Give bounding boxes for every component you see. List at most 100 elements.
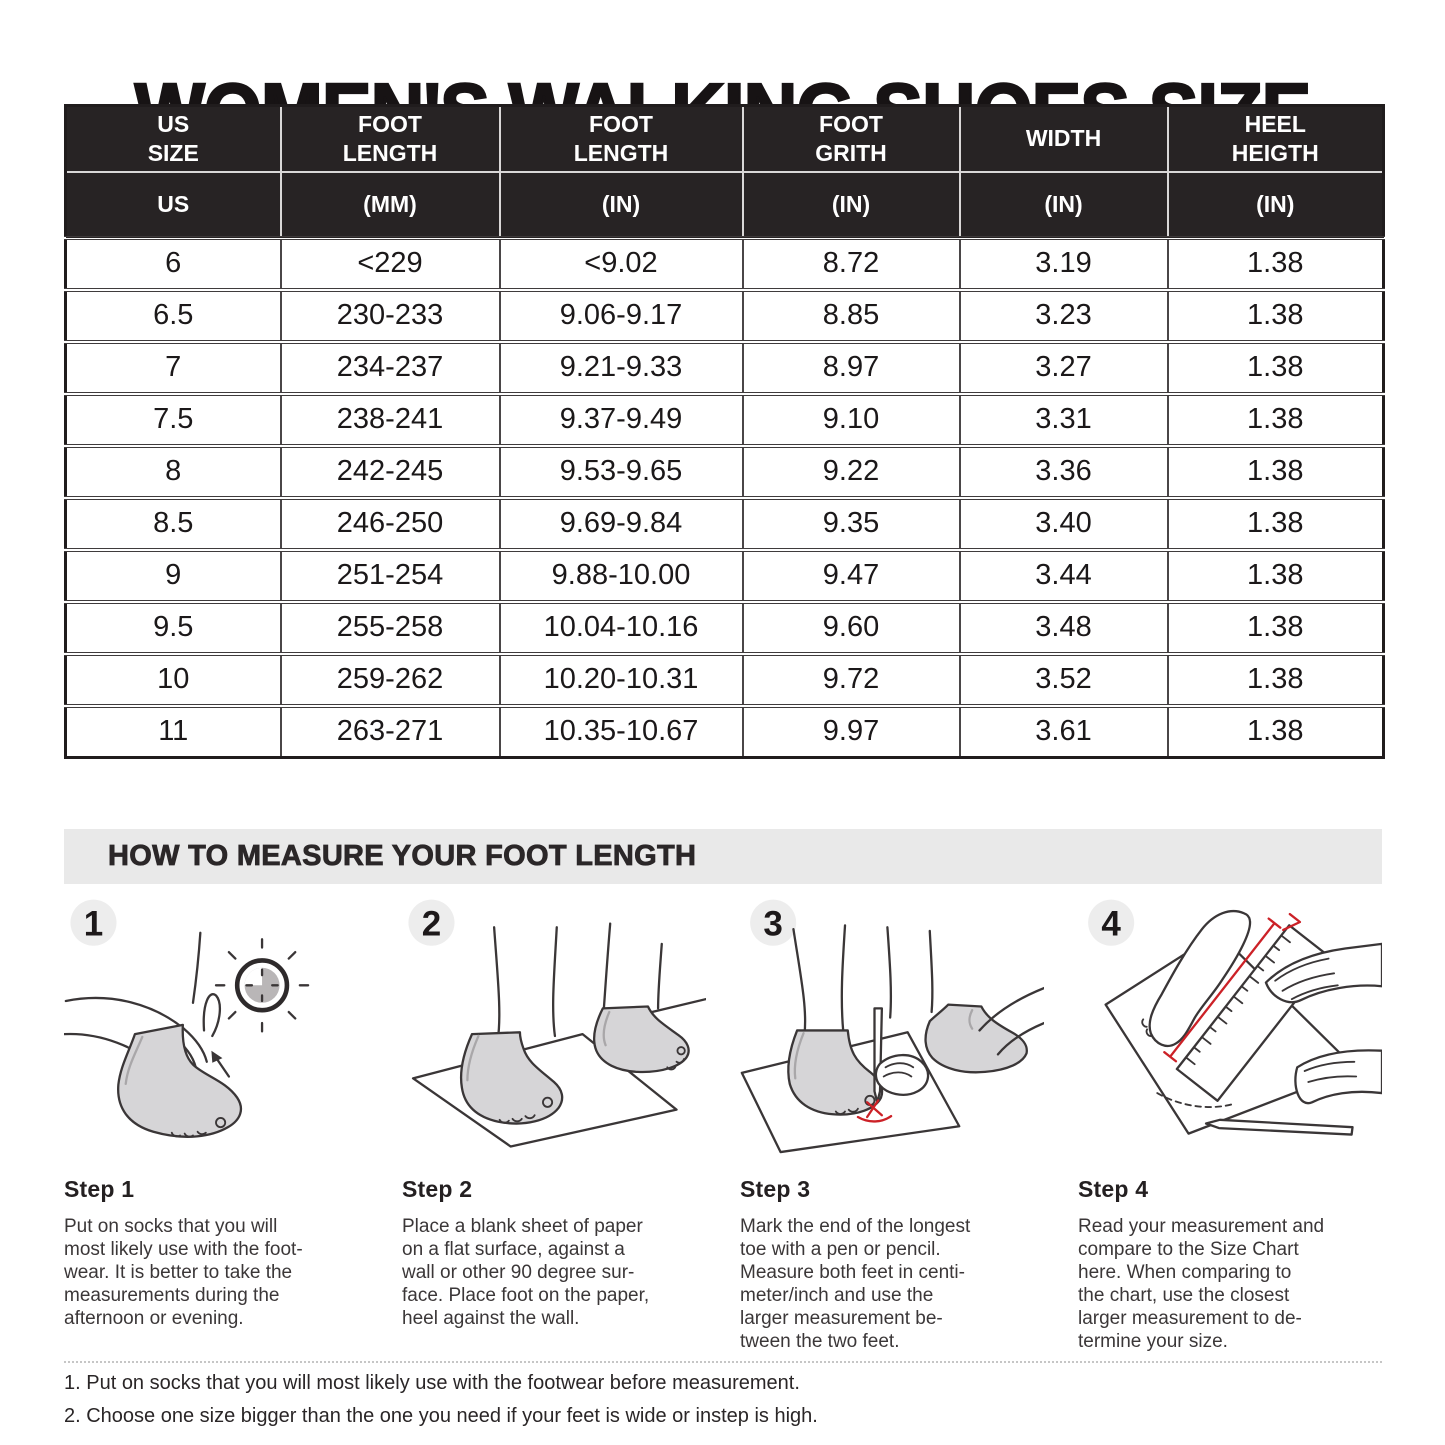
table-cell: 6 [64, 235, 281, 290]
put-on-sock-illustration: 1 [64, 899, 310, 1138]
table-row: 9.5 255-258 10.04-10.16 9.60 3.48 1.38 [64, 599, 1384, 654]
col-header-foot-length-mm: FOOT LENGTH [279, 104, 501, 173]
table-cell: 234-237 [279, 339, 500, 394]
table-cell: 9.35 [741, 495, 960, 550]
clock-icon [214, 938, 310, 1033]
step-badge: 1 [70, 899, 117, 946]
sock-foot [117, 1023, 243, 1138]
step-text: Put on socks that you will most likely u… [64, 1216, 303, 1329]
unit-cell: (MM) [279, 170, 501, 239]
table-cell: 1.38 [1166, 651, 1384, 706]
table-cell: 9 [64, 547, 281, 602]
table-cell: 3.23 [958, 287, 1168, 342]
table-cell: 9.69-9.84 [498, 495, 743, 550]
unit-cell: (IN) [498, 170, 744, 239]
svg-text:1: 1 [84, 905, 103, 944]
unit-cell: (IN) [958, 170, 1169, 239]
table-cell: 10.04-10.16 [498, 599, 743, 654]
svg-text:3: 3 [763, 905, 782, 944]
dotted-divider [64, 1361, 1382, 1363]
table-cell: 263-271 [279, 703, 500, 758]
table-cell: 9.37-9.49 [498, 391, 743, 446]
left-foot [787, 924, 884, 1116]
table-cell: 1.38 [1166, 339, 1384, 394]
table-cell: 9.53-9.65 [498, 443, 743, 498]
step-title: Step 1 [64, 1176, 135, 1202]
footer-notes: 1. Put on socks that you will most likel… [64, 1372, 1424, 1438]
table-unit-row: US (MM) (IN) (IN) (IN) (IN) [64, 170, 1385, 239]
table-row: 7 234-237 9.21-9.33 8.97 3.27 1.38 [64, 339, 1384, 394]
table-cell: 1.38 [1166, 391, 1384, 446]
red-mark [856, 1099, 893, 1123]
table-row: 6.5 230-233 9.06-9.17 8.85 3.23 1.38 [64, 287, 1384, 342]
table-cell: 1.38 [1166, 287, 1384, 342]
table-header-row: US SIZE FOOT LENGTH FOOT LENGTH FOOT GRI… [64, 104, 1385, 173]
step-column-4: 4 Step 4 Read your measurement and compa… [1078, 888, 1382, 1353]
steps-section: 1 [64, 888, 1382, 1353]
table-cell: 3.31 [958, 391, 1168, 446]
table-cell: 3.61 [958, 703, 1168, 758]
table-row: 8 242-245 9.53-9.65 9.22 3.36 1.38 [64, 443, 1384, 498]
pencil [1204, 1118, 1354, 1136]
table-cell: 3.36 [958, 443, 1168, 498]
table-cell: 9.60 [741, 599, 960, 654]
table-cell: 251-254 [279, 547, 500, 602]
marking-hand [873, 986, 1044, 1104]
table-cell: 7 [64, 339, 281, 394]
red-marker [1282, 912, 1302, 932]
size-table: US SIZE FOOT LENGTH FOOT LENGTH FOOT GRI… [64, 104, 1385, 759]
feet-on-paper-illustration: 2 [408, 899, 706, 1148]
table-cell: 3.48 [958, 599, 1168, 654]
step-badge: 4 [1088, 899, 1135, 946]
step-badge: 2 [408, 899, 455, 946]
table-cell: 255-258 [279, 599, 500, 654]
step-badge: 3 [750, 899, 797, 946]
table-cell: 10.35-10.67 [498, 703, 743, 758]
table-cell: 10.20-10.31 [498, 651, 743, 706]
table-cell: 9.72 [741, 651, 960, 706]
step-title: Step 2 [402, 1176, 473, 1202]
table-cell: 3.52 [958, 651, 1168, 706]
pencil [873, 1007, 884, 1104]
table-cell: 1.38 [1166, 443, 1384, 498]
mark-toe-illustration: 3 [740, 899, 1044, 1154]
table-cell: 9.88-10.00 [498, 547, 743, 602]
red-measure-line [1163, 917, 1282, 1063]
table-row: 11 263-271 10.35-10.67 9.97 3.61 1.38 [64, 703, 1384, 758]
table-cell: 8.85 [741, 287, 960, 342]
hands [1264, 942, 1382, 1105]
table-cell: 11 [64, 703, 281, 758]
table-cell: 1.38 [1166, 703, 1384, 758]
table-cell: 7.5 [64, 391, 281, 446]
table-cell: 9.47 [741, 547, 960, 602]
step-text: Read your measurement and compare to the… [1078, 1216, 1325, 1352]
left-foot [459, 926, 564, 1125]
table-cell: <9.02 [498, 235, 743, 290]
table-cell: 8.72 [741, 235, 960, 290]
dashed-arc [1156, 1092, 1234, 1108]
table-cell: 242-245 [279, 443, 500, 498]
table-cell: 3.40 [958, 495, 1168, 550]
table-row: 9 251-254 9.88-10.00 9.47 3.44 1.38 [64, 547, 1384, 602]
table-cell: 3.19 [958, 235, 1168, 290]
table-cell: 9.97 [741, 703, 960, 758]
table-cell: 9.10 [741, 391, 960, 446]
col-header-heel-heigth: HEEL HEIGTH [1166, 104, 1385, 173]
table-cell: 6.5 [64, 287, 281, 342]
step-title: Step 3 [740, 1176, 811, 1202]
foot-outline [1148, 909, 1252, 1048]
note-item: 2. Choose one size bigger than the one y… [64, 1405, 818, 1427]
how-to-measure-heading: HOW TO MEASURE YOUR FOOT LENGTH [108, 840, 697, 873]
step-text: Mark the end of the longest toe with a p… [740, 1216, 971, 1352]
col-header-us-size: US SIZE [64, 104, 282, 173]
table-row: 10 259-262 10.20-10.31 9.72 3.52 1.38 [64, 651, 1384, 706]
table-cell: 259-262 [279, 651, 500, 706]
table-row: 8.5 246-250 9.69-9.84 9.35 3.40 1.38 [64, 495, 1384, 550]
table-cell: 9.21-9.33 [498, 339, 743, 394]
table-cell: 3.27 [958, 339, 1168, 394]
unit-cell: (IN) [1166, 170, 1385, 239]
table-cell: 8.97 [741, 339, 960, 394]
ruler-measure-illustration: 4 [1088, 899, 1382, 1136]
step-column-3: 3 [740, 888, 1044, 1353]
unit-cell: (IN) [741, 170, 961, 239]
